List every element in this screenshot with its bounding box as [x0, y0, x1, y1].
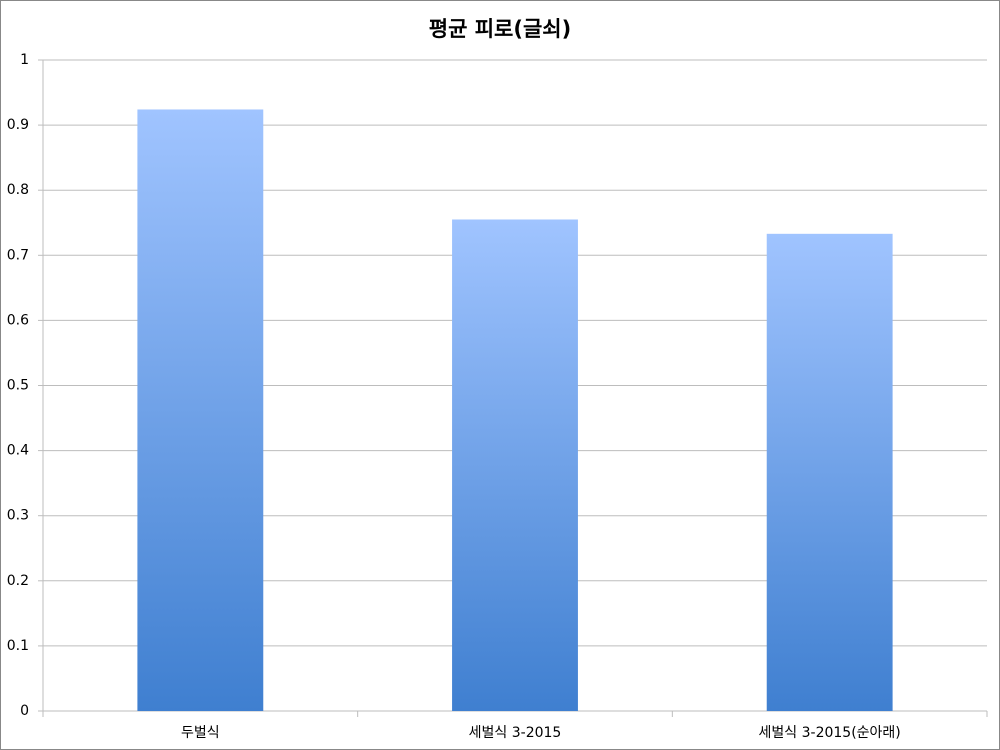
bar	[766, 233, 893, 711]
y-tick-label: 0.8	[7, 182, 29, 198]
y-tick-label: 1	[20, 52, 29, 68]
x-tick-label: 세벌식 3-2015	[469, 725, 562, 741]
y-tick-label: 0.3	[7, 508, 29, 524]
bar	[452, 219, 578, 711]
y-tick-label: 0.7	[7, 247, 29, 263]
y-tick-label: 0.1	[7, 638, 29, 654]
y-tick-label: 0.2	[7, 573, 29, 589]
y-tick-label: 0	[20, 703, 29, 719]
y-tick-label: 0.5	[7, 378, 29, 394]
y-tick-label: 0.6	[7, 312, 29, 328]
bar	[137, 109, 264, 711]
chart-title: 평균 피로(글쇠)	[429, 17, 571, 41]
y-tick-label: 0.9	[7, 117, 29, 133]
y-tick-label: 0.4	[7, 443, 29, 459]
x-tick-label: 두벌식	[181, 725, 220, 741]
x-tick-label: 세벌식 3-2015(순아래)	[759, 725, 901, 741]
